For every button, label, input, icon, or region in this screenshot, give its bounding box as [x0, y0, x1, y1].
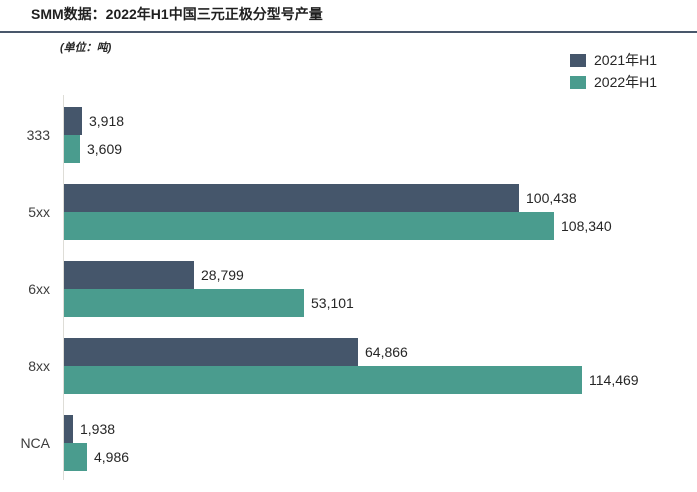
bar-2022年H1-6xx — [64, 289, 304, 317]
bar-row-2021年H1-8xx: 64,866 — [64, 338, 408, 366]
category-label-NCA: NCA — [20, 435, 50, 451]
bar-2021年H1-333 — [64, 107, 82, 135]
category-label-333: 333 — [26, 127, 50, 143]
category-label-8xx: 8xx — [28, 358, 50, 374]
bar-2022年H1-8xx — [64, 366, 582, 394]
bar-row-2021年H1-333: 3,918 — [64, 107, 124, 135]
legend-swatch-2022-icon — [570, 75, 586, 89]
bar-row-2022年H1-NCA: 4,986 — [64, 443, 129, 471]
bar-row-2021年H1-5xx: 100,438 — [64, 184, 577, 212]
legend-item-2022: 2022年H1 — [570, 71, 657, 93]
bar-row-2022年H1-6xx: 53,101 — [64, 289, 354, 317]
bar-2022年H1-5xx — [64, 212, 554, 240]
title-divider — [0, 31, 697, 33]
bar-2021年H1-NCA — [64, 415, 73, 443]
value-label-2022年H1-6xx: 53,101 — [311, 295, 354, 311]
bar-2022年H1-NCA — [64, 443, 87, 471]
bar-row-2022年H1-333: 3,609 — [64, 135, 122, 163]
value-label-2021年H1-NCA: 1,938 — [80, 421, 116, 437]
legend-label-2022: 2022年H1 — [594, 74, 658, 90]
plot-area: 3,918 3,609 100,438 108,340 28,799 53,101 64,8… — [63, 95, 694, 480]
value-label-2021年H1-6xx: 28,799 — [201, 267, 244, 283]
category-label-5xx: 5xx — [28, 204, 50, 220]
value-label-2021年H1-5xx: 100,438 — [526, 190, 577, 206]
legend-label-2021: 2021年H1 — [594, 52, 658, 68]
bar-2022年H1-333 — [64, 135, 80, 163]
bar-row-2022年H1-5xx: 108,340 — [64, 212, 612, 240]
bar-row-2021年H1-NCA: 1,938 — [64, 415, 115, 443]
legend-swatch-2021-icon — [570, 53, 586, 67]
category-label-6xx: 6xx — [28, 281, 50, 297]
value-label-2022年H1-5xx: 108,340 — [561, 218, 612, 234]
value-label-2022年H1-333: 3,609 — [87, 141, 123, 157]
value-label-2021年H1-8xx: 64,866 — [365, 344, 408, 360]
value-label-2022年H1-8xx: 114,469 — [589, 372, 639, 388]
bar-2021年H1-5xx — [64, 184, 519, 212]
legend-item-2021: 2021年H1 — [570, 49, 657, 71]
legend: 2021年H1 2022年H1 — [570, 49, 657, 93]
chart-title: SMM数据：2022年H1中国三元正极分型号产量 — [31, 6, 323, 22]
unit-label: (单位：吨) — [60, 42, 112, 54]
bar-2021年H1-8xx — [64, 338, 358, 366]
bar-2021年H1-6xx — [64, 261, 194, 289]
value-label-2022年H1-NCA: 4,986 — [94, 449, 130, 465]
value-label-2021年H1-333: 3,918 — [89, 113, 125, 129]
bar-row-2022年H1-8xx: 114,469 — [64, 366, 639, 394]
bar-row-2021年H1-6xx: 28,799 — [64, 261, 244, 289]
